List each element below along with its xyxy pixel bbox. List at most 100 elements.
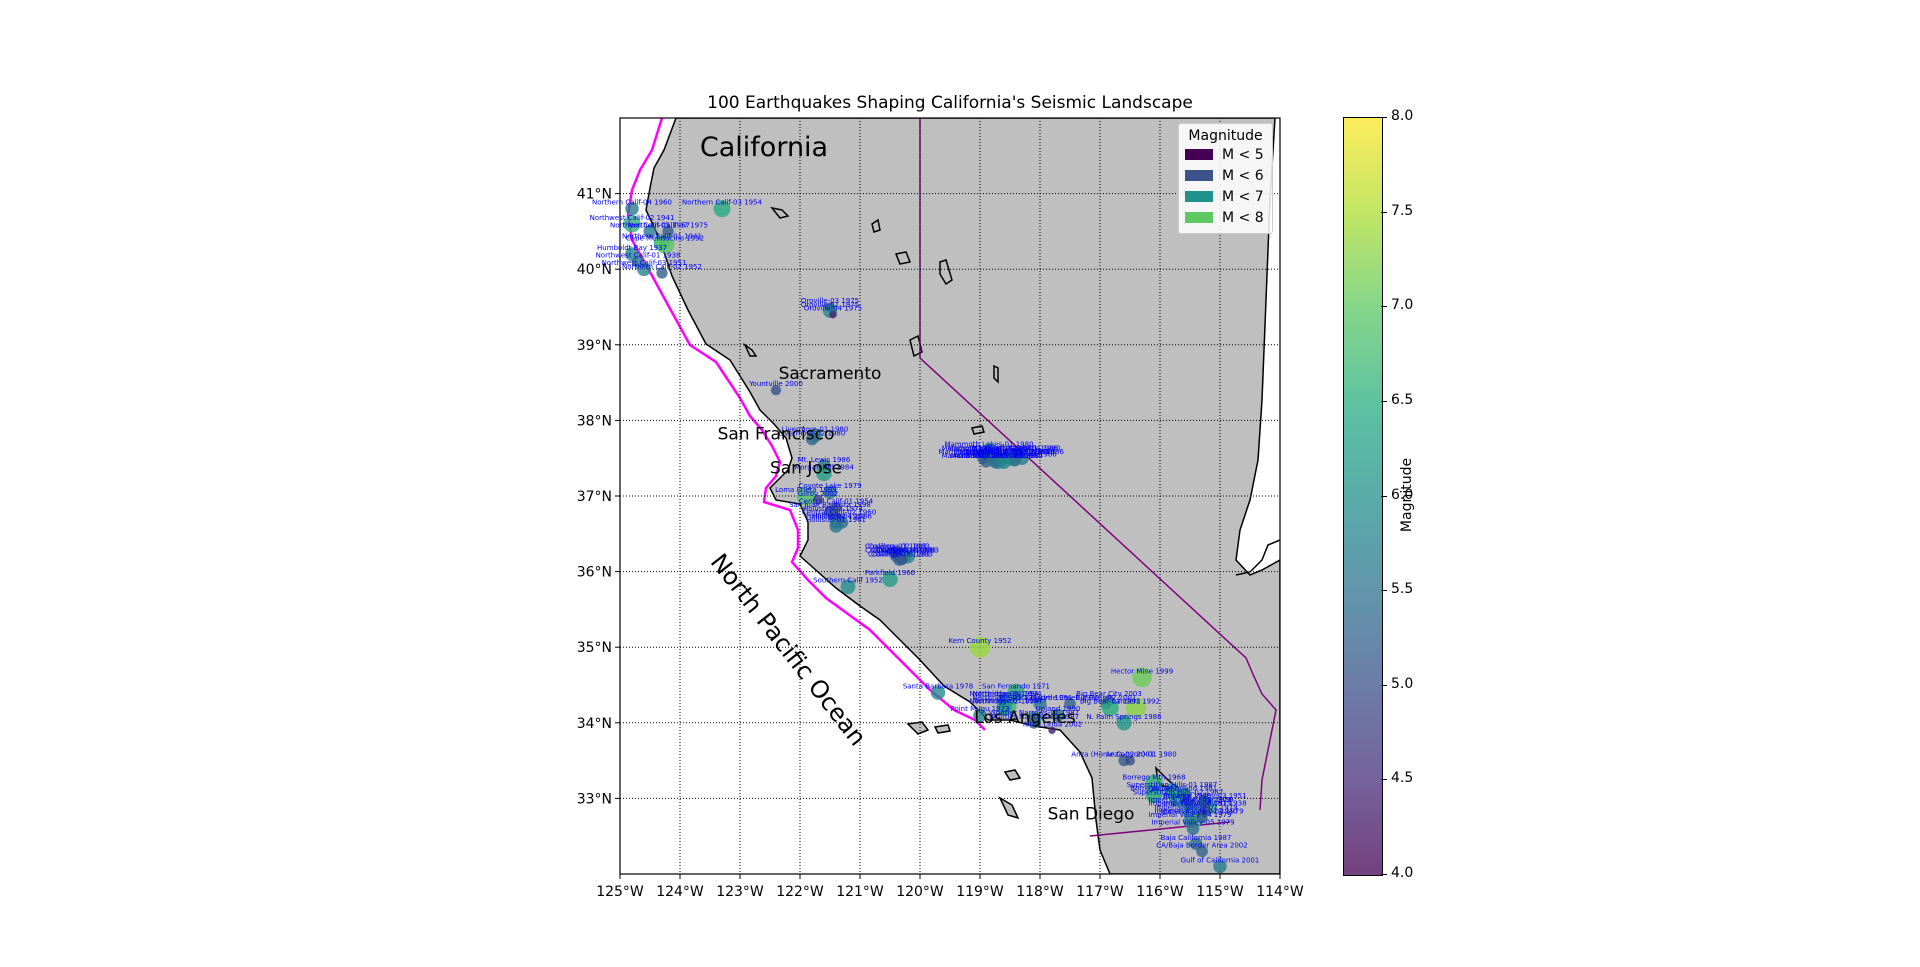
legend-label: M < 7 (1222, 188, 1264, 205)
earthquake-marker (1132, 667, 1152, 688)
earthquake-marker (770, 384, 782, 396)
earthquake-label: Parkfield 1966 (865, 569, 916, 577)
earthquake-label: Central Calif-01 1954 (799, 497, 874, 505)
colorbar-tick-mark (1381, 306, 1387, 308)
earthquake-marker (656, 267, 668, 279)
earthquake-label: Central Calif-02 1960 (802, 509, 876, 517)
earthquake-marker (1064, 698, 1076, 710)
earthquake-label: Mammoth Lakes-03 1980 (953, 448, 1042, 456)
earthquake-label: Coyote Lake 1979 (798, 482, 861, 490)
colorbar-tick-label: 8.0 (1391, 108, 1414, 124)
y-tick-label: 35°N (577, 640, 612, 656)
earthquake-label: Lytle Creek 1970 (1041, 694, 1100, 702)
y-tick-label: 36°N (577, 565, 612, 581)
colorbar-tick-label: 4.0 (1391, 865, 1414, 881)
border-east (1235, 539, 1280, 576)
earthquake-label: Northwest Calif-01 1938 (596, 252, 681, 260)
earthquake-marker (1048, 726, 1056, 735)
x-tick-label: 114°W (1256, 884, 1304, 900)
earthquake-marker (829, 310, 837, 319)
lake (871, 218, 881, 233)
earthquake-label: Mammoth Lakes-08 1980 (950, 452, 1039, 460)
earthquake-label: Chalfant Valley-03 1986 (980, 448, 1064, 456)
earthquake-marker (1008, 454, 1021, 467)
colorbar-tick-label: 6.5 (1391, 391, 1414, 408)
earthquake-label: Hector Mine 1999 (1111, 667, 1173, 675)
earthquake-label: Northridge-02 1994 (969, 698, 1039, 706)
earthquake-label: Hollister-03 1974 (803, 505, 864, 513)
earthquake-label: Gulf of California 2001 (1181, 856, 1260, 864)
legend-swatch (1185, 149, 1213, 160)
earthquake-label: Morgan Hill 1984 (794, 463, 854, 471)
earthquake-label: N. Palm Springs 1986 (1086, 713, 1162, 721)
earthquake-label: Oroville-04 1975 (804, 305, 862, 313)
city-label: Sacramento (779, 364, 882, 384)
x-ticks: 125°W 124°W 123°W 122°W 121°W 120°W 119°W 118°W… (596, 874, 1304, 900)
earthquake-label: Oroville-03 1975 (801, 297, 859, 305)
y-tick-label: 34°N (577, 716, 612, 732)
earthquake-label: Anza-02 2001 (1106, 751, 1155, 759)
earthquake-label: Big Bear-02 2001 (1076, 694, 1137, 702)
x-tick-label: 115°W (1196, 884, 1244, 900)
earthquake-label: Coalinga-01 1983 (871, 546, 933, 554)
earthquake-marker (1186, 822, 1200, 835)
earthquake-label: Coalinga-04 1983 (874, 546, 936, 554)
earthquake-marker (824, 505, 836, 517)
lake (909, 334, 923, 358)
earthquake-label: Mammoth Lakes-04 1980 (971, 444, 1060, 452)
earthquake-label: Mammoth Lakes-01 1980 (944, 441, 1033, 449)
earthquake-label: Big Bear City 2003 (1076, 690, 1142, 698)
earthquake-label: Northridge-01 1994 (973, 697, 1043, 705)
earthquake-label: Humboldt Bay 1937 (597, 244, 667, 252)
earthquake-marker (816, 465, 832, 482)
y-tick-label: 40°N (577, 262, 612, 278)
earthquake-label: Borrego 1942 (1130, 785, 1178, 793)
colorbar-tick-mark (1381, 211, 1387, 213)
legend-label: M < 6 (1222, 167, 1264, 184)
earthquake-marker (1213, 859, 1227, 874)
lake (993, 364, 999, 384)
earthquake-label: Gilroy 2002 (798, 490, 839, 498)
y-tick-label: 37°N (577, 489, 612, 505)
colorbar-tick-label: 7.5 (1391, 202, 1414, 219)
legend-swatch (1185, 212, 1213, 223)
y-tick-label: 39°N (577, 338, 612, 354)
earthquake-label: Yountville 2000 (748, 380, 803, 388)
city-labels: Sacramento San Francisco San Jose Los Angel… (718, 364, 1135, 825)
earthquake-label: Mammoth Lakes-02 1980 (947, 444, 1036, 452)
earthquake-marker (1196, 845, 1208, 858)
earthquake-marker (882, 571, 898, 587)
earthquake-label: Imperial Valley-05 1979 (1151, 819, 1234, 827)
x-tick-label: 118°W (1016, 884, 1064, 900)
y-ticks: 33°N 34°N 35°N 36°N 37°N 38°N 39°N 40°N 41°N (577, 187, 620, 807)
colorbar-tick-label: 5.0 (1391, 675, 1414, 692)
earthquake-label: Mammoth Lakes-09 1983 (941, 452, 1030, 460)
x-tick-label: 119°W (956, 884, 1004, 900)
earthquake-label: Coalinga-07 1983 (868, 550, 930, 558)
city-label: San Francisco (718, 424, 835, 444)
earthquake-label: Chalfant Valley-02 1986 (971, 448, 1055, 456)
x-tick-label: 116°W (1136, 884, 1184, 900)
earthquake-label: Oroville-01 1975 (801, 301, 859, 309)
chart-title: 100 Earthquakes Shaping California's Sei… (707, 93, 1193, 113)
y-tick-label: 38°N (577, 413, 612, 429)
earthquake-marker (623, 215, 641, 233)
earthquake-marker (796, 486, 816, 506)
earthquake-label: Mammoth Lakes-11 1983 (938, 448, 1027, 456)
earthquake-marker (1125, 755, 1135, 766)
earthquake-label: Brawley 1940 (1163, 792, 1211, 800)
island (998, 796, 1020, 820)
earthquake-marker (890, 550, 902, 563)
earthquake-label: Superstition Hills-02 1987 (1133, 788, 1224, 796)
legend: Magnitude M < 5 M < 6 M < 7 M < 8 (1178, 123, 1273, 234)
earthquake-label: Loma Prieta 1989 (775, 486, 837, 494)
earthquake-label: El Alamo 1956 (1183, 796, 1234, 804)
x-tick-label: 123°W (716, 884, 764, 900)
lake (743, 342, 758, 357)
earthquake-marker (805, 433, 819, 446)
earthquake-marker (969, 636, 991, 658)
city-label: Los Angeles (974, 708, 1076, 728)
earthquake-label: Northridge-04 1994 (972, 690, 1042, 698)
earthquake-label: Northridge-06 1994 (969, 690, 1039, 698)
